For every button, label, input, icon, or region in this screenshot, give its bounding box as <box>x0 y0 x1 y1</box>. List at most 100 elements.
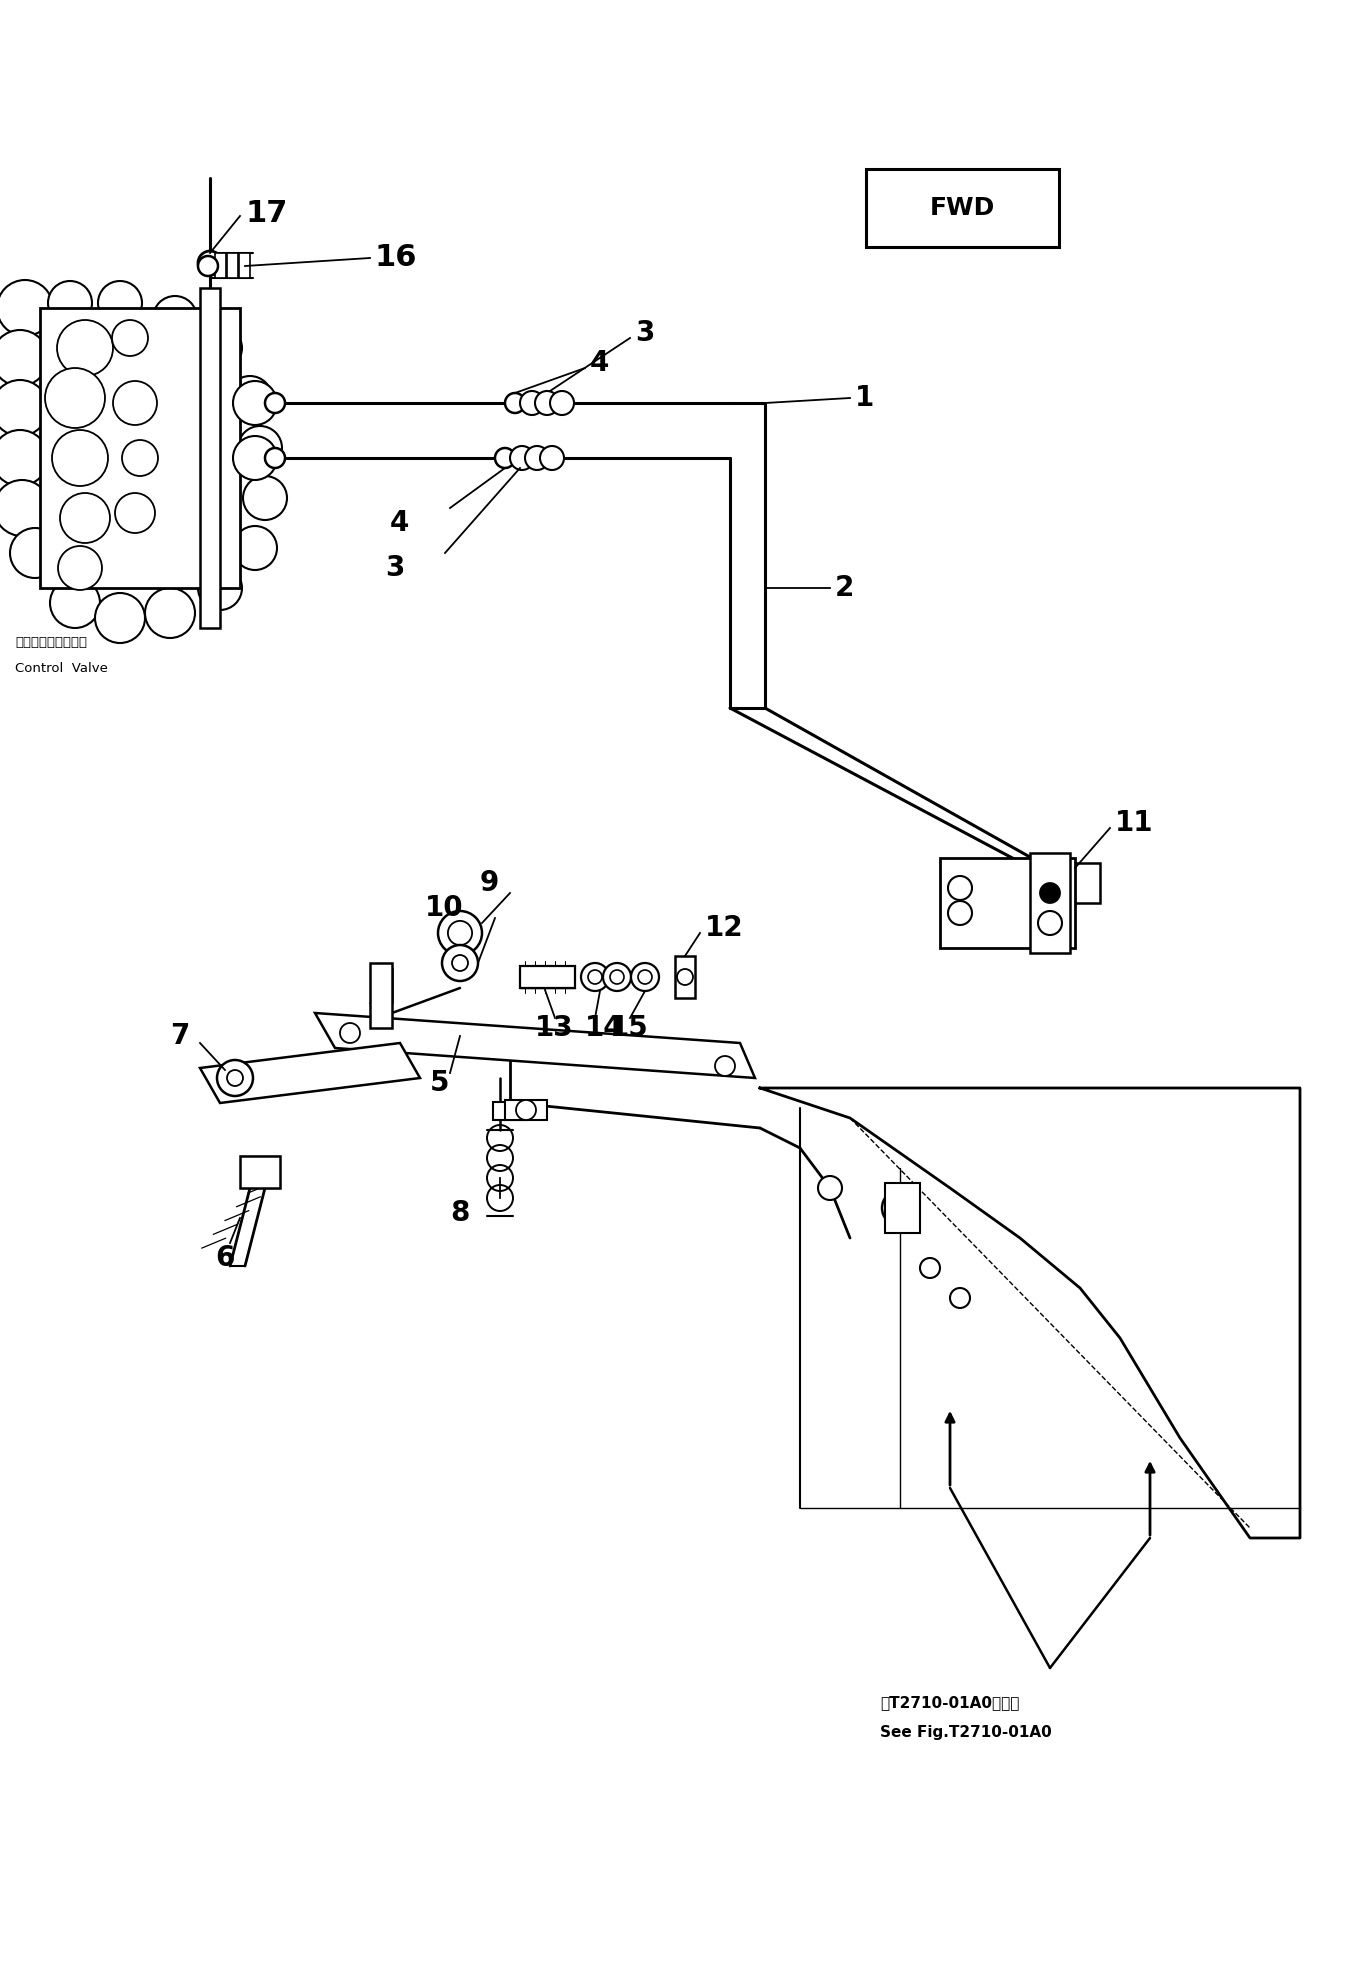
Bar <box>200 288 221 628</box>
Circle shape <box>113 382 157 425</box>
Circle shape <box>197 250 222 274</box>
Circle shape <box>550 392 573 415</box>
Text: 7: 7 <box>170 1022 189 1050</box>
Circle shape <box>112 320 148 356</box>
Circle shape <box>715 1056 735 1076</box>
Text: 15: 15 <box>610 1014 648 1042</box>
Circle shape <box>217 1060 253 1095</box>
Text: See Fig.T2710-01A0: See Fig.T2710-01A0 <box>880 1726 1051 1741</box>
Circle shape <box>448 920 473 944</box>
Polygon shape <box>315 1014 755 1077</box>
Circle shape <box>516 1099 537 1119</box>
Circle shape <box>153 296 197 340</box>
Bar <box>238 252 251 278</box>
Bar <box>520 966 575 988</box>
Circle shape <box>123 439 158 475</box>
Circle shape <box>603 962 631 990</box>
Circle shape <box>114 493 155 533</box>
Circle shape <box>0 380 48 435</box>
Circle shape <box>233 527 276 571</box>
Text: 10: 10 <box>425 895 463 922</box>
Text: 16: 16 <box>375 243 418 272</box>
Text: 11: 11 <box>1115 809 1154 837</box>
Circle shape <box>520 392 543 415</box>
Circle shape <box>10 529 60 579</box>
Circle shape <box>610 970 624 984</box>
Circle shape <box>892 1201 908 1217</box>
Circle shape <box>535 392 558 415</box>
Circle shape <box>1041 883 1060 903</box>
Circle shape <box>494 447 515 467</box>
Bar <box>240 1155 281 1189</box>
Circle shape <box>948 901 972 924</box>
Circle shape <box>0 330 48 386</box>
Text: 12: 12 <box>706 914 744 942</box>
Circle shape <box>0 280 53 336</box>
Circle shape <box>509 445 534 469</box>
Text: 5: 5 <box>430 1070 449 1097</box>
Circle shape <box>98 280 142 324</box>
Circle shape <box>919 1258 940 1278</box>
Circle shape <box>242 475 287 521</box>
Text: FWD: FWD <box>929 197 994 221</box>
Circle shape <box>57 320 113 376</box>
Circle shape <box>50 579 99 628</box>
Circle shape <box>52 429 108 485</box>
Circle shape <box>883 1191 918 1227</box>
Circle shape <box>452 954 469 970</box>
Bar <box>370 962 392 1028</box>
Circle shape <box>227 1070 242 1085</box>
Text: 3: 3 <box>385 555 405 582</box>
Circle shape <box>539 445 564 469</box>
Circle shape <box>951 1288 970 1308</box>
Circle shape <box>233 435 276 479</box>
Text: 13: 13 <box>535 1014 573 1042</box>
Bar <box>1050 863 1100 903</box>
Circle shape <box>1038 911 1062 934</box>
Circle shape <box>95 592 144 642</box>
Circle shape <box>48 280 93 324</box>
Text: コントロールバルブ: コントロールバルブ <box>15 636 87 650</box>
Circle shape <box>588 970 602 984</box>
Circle shape <box>266 394 285 414</box>
Text: 17: 17 <box>245 199 287 227</box>
Circle shape <box>631 962 659 990</box>
Circle shape <box>340 1024 360 1044</box>
Bar <box>227 252 238 278</box>
Bar <box>1030 853 1071 952</box>
Circle shape <box>266 447 285 467</box>
Circle shape <box>524 445 549 469</box>
Circle shape <box>197 567 242 610</box>
Circle shape <box>439 911 482 954</box>
Circle shape <box>443 944 478 980</box>
Polygon shape <box>200 1044 419 1103</box>
Text: Control  Valve: Control Valve <box>15 662 108 674</box>
Circle shape <box>948 877 972 901</box>
Circle shape <box>45 368 105 427</box>
Circle shape <box>197 256 218 276</box>
Bar <box>505 1099 548 1119</box>
Circle shape <box>59 547 102 590</box>
Text: 14: 14 <box>586 1014 624 1042</box>
Circle shape <box>144 588 195 638</box>
Bar <box>215 252 226 278</box>
Text: 4: 4 <box>390 509 410 537</box>
Circle shape <box>677 968 693 984</box>
Circle shape <box>1051 873 1072 893</box>
Circle shape <box>0 429 48 485</box>
Text: 2: 2 <box>835 575 854 602</box>
Text: 8: 8 <box>449 1199 470 1227</box>
Bar <box>39 308 240 588</box>
Circle shape <box>0 479 50 537</box>
Text: 第T2710-01A0図参照: 第T2710-01A0図参照 <box>880 1696 1019 1710</box>
Circle shape <box>819 1177 842 1201</box>
Circle shape <box>197 326 242 370</box>
Circle shape <box>505 394 524 414</box>
Text: 1: 1 <box>855 384 874 412</box>
Text: 9: 9 <box>479 869 500 897</box>
FancyBboxPatch shape <box>866 169 1060 247</box>
Circle shape <box>582 962 609 990</box>
Circle shape <box>233 382 276 425</box>
Text: 4: 4 <box>590 350 609 378</box>
Bar <box>885 1183 919 1233</box>
